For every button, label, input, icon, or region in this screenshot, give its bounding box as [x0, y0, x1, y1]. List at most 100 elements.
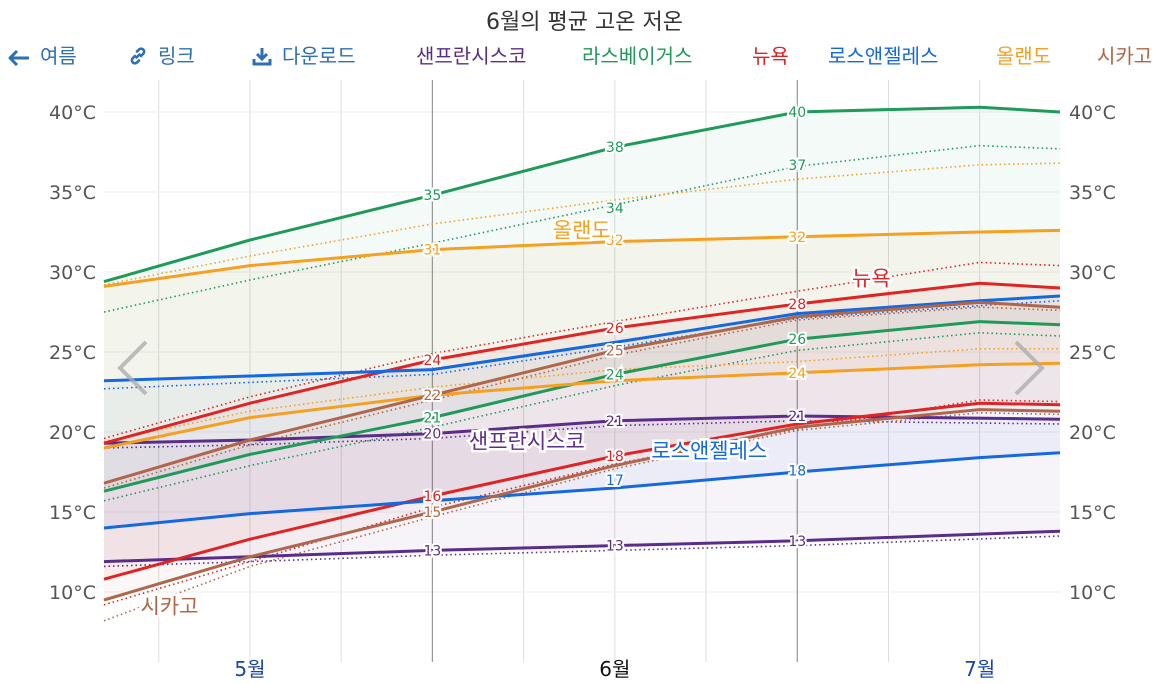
y-tick-label-right: 35°C: [1069, 182, 1116, 204]
series-line-high: [103, 300, 1061, 485]
lines: [103, 105, 1061, 602]
y-tick-label-right: 15°C: [1069, 502, 1116, 524]
y-tick-label-left: 40°C: [49, 102, 96, 124]
series-line-dotted: [103, 399, 1061, 606]
arrow-left-icon: [8, 49, 29, 67]
data-label: 37: [788, 158, 806, 174]
series-name-label: 시카고: [140, 594, 198, 618]
data-label: 31: [423, 243, 441, 259]
chart-nav: 여름 링크 다운로드 샌프란시스코 라스베이거스 뉴욕 로스앤젤레스 올랜도 시카고: [0, 40, 1169, 70]
series-name-label: 로스앤젤레스: [651, 439, 767, 463]
temperature-band: [104, 107, 1060, 492]
data-label: 24: [423, 353, 441, 369]
data-label: 13: [606, 539, 624, 555]
data-label: 24: [788, 366, 806, 382]
series-line-dotted: [103, 306, 1061, 489]
series-line-dotted: [103, 144, 1061, 313]
data-label: 34: [606, 201, 624, 217]
data-label: 18: [606, 449, 624, 465]
y-tick-label-left: 15°C: [49, 502, 96, 524]
download-label: 다운로드: [282, 44, 356, 68]
data-label: 17: [606, 473, 624, 489]
link-icon: [130, 47, 146, 65]
back-label: 여름: [40, 44, 77, 68]
x-tick-label: 6월: [599, 657, 630, 681]
legend-item[interactable]: 뉴욕: [752, 44, 789, 68]
data-label: 38: [606, 140, 624, 156]
data-label: 32: [788, 230, 806, 246]
y-tick-label-right: 30°C: [1069, 262, 1116, 284]
y-tick-label-left: 35°C: [49, 182, 96, 204]
data-label: 28: [788, 297, 806, 313]
link-button[interactable]: 링크: [128, 40, 195, 69]
temperature-band: [104, 283, 1060, 580]
series-line-high: [103, 228, 1061, 288]
temperature-band: [104, 302, 1060, 600]
y-tick-label-left: 20°C: [49, 422, 96, 444]
series-line-low: [103, 451, 1061, 530]
dotted-lines: [103, 144, 1061, 622]
series-line-high: [103, 294, 1061, 383]
data-label: 24: [606, 367, 624, 383]
y-tick-label-right: 40°C: [1069, 102, 1116, 124]
x-tick-label: 5월: [234, 657, 265, 681]
data-label: 22: [423, 388, 441, 404]
legend-item[interactable]: 라스베이거스: [582, 44, 693, 68]
series-line-low: [103, 401, 1061, 581]
legend-item[interactable]: 올랜도: [996, 44, 1052, 68]
legend-item[interactable]: 시카고: [1097, 44, 1153, 68]
series-line-low: [103, 408, 1061, 602]
data-label: 13: [788, 534, 806, 550]
axes: 10°C 10°C 15°C 15°C 20°C 20°C 25°C 25°C 30°C 30°C…: [49, 102, 1116, 681]
data-label: 26: [606, 321, 624, 337]
series-line-dotted: [103, 535, 1061, 568]
data-label: 15: [423, 505, 441, 521]
next-month-button[interactable]: [1010, 338, 1050, 398]
data-label: 25: [606, 343, 624, 359]
data-labels: 20 13 21 13 21 13 35 21 38 24 40 26 24 16 26 18 28 18 31 22…: [421, 103, 808, 561]
y-tick-label-left: 10°C: [49, 582, 96, 604]
y-tick-label-right: 20°C: [1069, 422, 1116, 444]
data-label: 26: [788, 332, 806, 348]
legend-item[interactable]: 샌프란시스코: [416, 44, 527, 68]
temperature-band: [104, 230, 1060, 448]
data-label: 21: [606, 414, 624, 430]
chevron-left-icon: [117, 340, 148, 396]
series-name-label: 뉴욕: [852, 266, 891, 290]
y-tick-label-right: 10°C: [1069, 582, 1116, 604]
series-name-label: 올랜도: [553, 218, 611, 242]
series-line-low: [103, 361, 1061, 450]
x-tick-label: 7월: [964, 657, 995, 681]
series-line-high: [103, 281, 1061, 445]
data-label: 18: [788, 463, 806, 479]
series-line-dotted: [103, 348, 1060, 443]
link-label: 링크: [158, 44, 195, 68]
data-label: 22: [423, 388, 441, 404]
chevron-right-icon: [1014, 340, 1045, 396]
series-line-high: [103, 414, 1061, 445]
data-label: 32: [606, 233, 624, 249]
legend-item[interactable]: 로스앤젤레스: [828, 44, 939, 68]
series-line-dotted: [103, 419, 1061, 449]
data-label: 18: [788, 465, 806, 481]
y-tick-label-left: 30°C: [49, 262, 96, 284]
data-label: 13: [423, 543, 441, 559]
series-name-label: 샌프란시스코: [469, 430, 585, 454]
back-link[interactable]: 여름: [8, 40, 77, 69]
download-button[interactable]: 다운로드: [252, 40, 356, 69]
data-label: 20: [423, 427, 441, 443]
y-tick-label-left: 25°C: [49, 342, 96, 364]
prev-month-button[interactable]: [112, 338, 152, 398]
bands: [104, 107, 1060, 600]
page-title: 6월의 평균 고온 저온: [486, 10, 683, 35]
data-label: 40: [788, 105, 806, 121]
data-label: 21: [423, 411, 441, 427]
data-label: 16: [423, 489, 441, 505]
data-label: 21: [788, 409, 806, 425]
series-line-dotted: [103, 162, 1061, 286]
y-tick-label-right: 25°C: [1069, 342, 1116, 364]
series-line-low: [103, 529, 1061, 564]
download-icon: [252, 48, 272, 66]
